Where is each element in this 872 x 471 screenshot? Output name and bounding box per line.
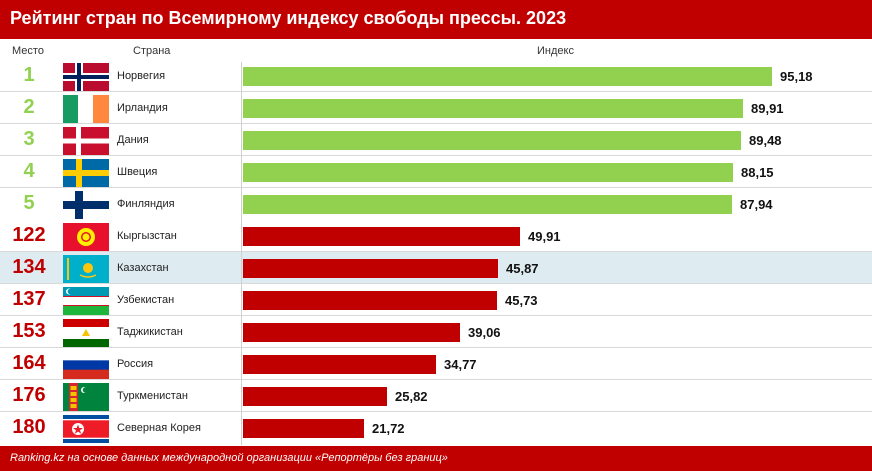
rank-label: 164 xyxy=(12,352,46,374)
table-row: 3 Дания 89,48 xyxy=(0,124,872,156)
finland-flag xyxy=(63,191,109,219)
table-row: 122 Кыргызстан 49,91 xyxy=(0,220,872,252)
tajikistan-flag xyxy=(63,319,109,347)
rank-label: 4 xyxy=(23,160,35,182)
value-label: 34,77 xyxy=(444,357,477,372)
denmark-flag xyxy=(63,127,109,155)
country-label: Россия xyxy=(117,358,154,370)
bar xyxy=(243,387,387,406)
value-label: 49,91 xyxy=(528,229,561,244)
bar xyxy=(243,195,732,214)
country-label: Ирландия xyxy=(117,102,168,114)
value-label: 39,06 xyxy=(468,325,501,340)
page-title: Рейтинг стран по Всемирному индексу своб… xyxy=(10,8,567,28)
turkmenistan-flag xyxy=(63,383,109,411)
bar xyxy=(243,227,520,246)
table-row: 137 Узбекистан 45,73 xyxy=(0,284,872,316)
bar xyxy=(243,163,733,182)
rank-label: 2 xyxy=(23,96,35,118)
country-label: Швеция xyxy=(117,166,158,178)
rank-label: 3 xyxy=(23,128,35,150)
country-label: Кыргызстан xyxy=(117,230,177,242)
rank-label: 1 xyxy=(23,64,35,86)
country-column-header: Страна xyxy=(133,45,171,57)
country-label: Дания xyxy=(117,134,149,146)
source-note: Ranking.kz на основе данных международно… xyxy=(10,452,448,464)
table-row: 5 Финляндия 87,94 xyxy=(0,188,872,220)
value-label: 95,18 xyxy=(780,69,813,84)
rank-label: 122 xyxy=(12,224,46,246)
rank-label: 153 xyxy=(12,320,46,342)
sweden-flag xyxy=(63,159,109,187)
rank-label: 137 xyxy=(12,288,46,310)
table-row: 1 Норвегия 95,18 xyxy=(0,60,872,92)
table-row: 4 Швеция 88,15 xyxy=(0,156,872,188)
bar xyxy=(243,99,743,118)
table-row: 176 Туркменистан 25,82 xyxy=(0,380,872,412)
country-label: Казахстан xyxy=(117,262,169,274)
country-label: Узбекистан xyxy=(117,294,175,306)
value-label: 89,48 xyxy=(749,133,782,148)
country-label: Северная Корея xyxy=(117,422,201,434)
bar xyxy=(243,323,460,342)
bar xyxy=(243,291,497,310)
header-bar: Рейтинг стран по Всемирному индексу своб… xyxy=(0,0,872,39)
table-row: 153 Таджикистан 39,06 xyxy=(0,316,872,348)
country-label: Таджикистан xyxy=(117,326,183,338)
value-label: 45,73 xyxy=(505,293,538,308)
uzbekistan-flag xyxy=(63,287,109,315)
russia-flag xyxy=(63,351,109,379)
rank-column-header: Место xyxy=(12,45,44,57)
table-row: 2 Ирландия 89,91 xyxy=(0,92,872,124)
axis-divider xyxy=(241,62,242,445)
value-label: 45,87 xyxy=(506,261,539,276)
bar xyxy=(243,259,498,278)
bar xyxy=(243,67,772,86)
bar xyxy=(243,355,436,374)
value-label: 87,94 xyxy=(740,197,773,212)
country-label: Финляндия xyxy=(117,198,175,210)
kyrgyzstan-flag xyxy=(63,223,109,251)
value-label: 89,91 xyxy=(751,101,784,116)
kazakhstan-flag xyxy=(63,255,109,283)
value-label: 25,82 xyxy=(395,389,428,404)
rank-label: 134 xyxy=(12,256,46,278)
norway-flag xyxy=(63,63,109,91)
table-row: 134 Казахстан 45,87 xyxy=(0,252,872,284)
country-label: Туркменистан xyxy=(117,390,188,402)
rank-label: 176 xyxy=(12,384,46,406)
north-korea-flag xyxy=(63,415,109,443)
bar xyxy=(243,131,741,150)
ireland-flag xyxy=(63,95,109,123)
table-row: 164 Россия 34,77 xyxy=(0,348,872,380)
value-label: 21,72 xyxy=(372,421,405,436)
country-label: Норвегия xyxy=(117,70,166,82)
rank-label: 5 xyxy=(23,192,35,214)
bar xyxy=(243,419,364,438)
table-row: 180 Северная Корея 21,72 xyxy=(0,412,872,444)
footer-bar: Ranking.kz на основе данных международно… xyxy=(0,446,872,471)
value-label: 88,15 xyxy=(741,165,774,180)
rank-label: 180 xyxy=(12,416,46,438)
index-column-header: Индекс xyxy=(537,45,574,57)
